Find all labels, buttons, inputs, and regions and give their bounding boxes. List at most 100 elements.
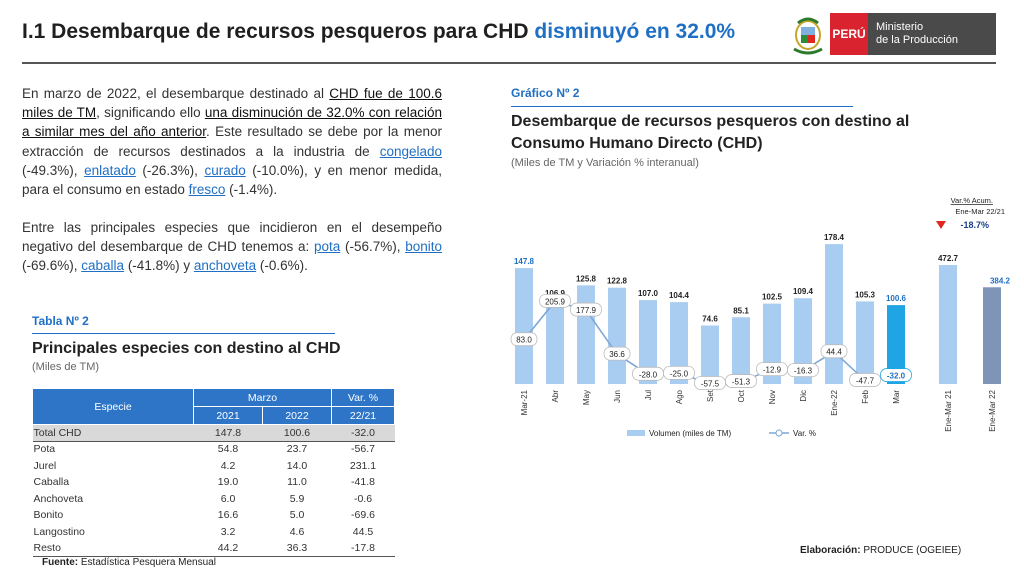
peru-label: PERÚ <box>830 13 868 55</box>
var-label: -25.0 <box>670 369 689 378</box>
cell-y2021: 44.2 <box>193 540 263 557</box>
table-title: Principales especies con destino al CHD <box>32 340 341 357</box>
cell-y2021: 4.2 <box>193 457 263 475</box>
p1-segment: . Este resultado se debe por la menor ex… <box>22 124 442 159</box>
bar-label: 105.3 <box>855 290 876 299</box>
col-header-var-period: 22/21 <box>331 406 395 425</box>
table-row: Caballa 19.0 11.0 -41.8 <box>32 474 395 491</box>
cell-especie: Anchoveta <box>32 490 194 508</box>
x-tick-label: Dic <box>799 390 808 402</box>
cell-var: 44.5 <box>331 523 395 541</box>
bar-label: 147.8 <box>514 257 535 266</box>
cell-y2021: 19.0 <box>193 474 263 491</box>
p1-segment: una disminución de 32.0% con relación a … <box>22 105 442 140</box>
table-row: Total CHD 147.8 100.6 -32.0 <box>32 424 395 442</box>
var-point <box>820 344 848 359</box>
title-divider <box>22 62 996 64</box>
var-label: -16.3 <box>794 367 813 376</box>
var-point <box>603 346 631 361</box>
cell-especie: Resto <box>32 540 194 557</box>
graph-subtitle: (Miles de TM y Variación % interanual) <box>511 157 699 169</box>
p1-segment: enlatado <box>84 162 136 178</box>
legend-line-label: Var. % <box>793 429 816 438</box>
graph-title-line1: Desembarque de recursos pesqueros con de… <box>511 113 910 130</box>
var-point <box>787 363 819 378</box>
p2-segment: (-0.6%). <box>256 258 308 274</box>
cell-especie: Langostino <box>32 523 194 541</box>
bar-Dic <box>794 298 812 384</box>
page-title-main: I.1 Desembarque de recursos pesqueros pa… <box>22 20 529 43</box>
cell-var: 231.1 <box>331 457 395 475</box>
cell-var: -56.7 <box>331 441 395 458</box>
x-tick-label: Jun <box>613 390 622 403</box>
acc-var-title: Var.% Acum. <box>951 196 993 205</box>
bar-label: 100.6 <box>886 294 907 303</box>
var-label: 177.9 <box>576 306 597 315</box>
cell-especie: Caballa <box>32 474 194 491</box>
var-point <box>880 368 912 382</box>
p1-segment: (-49.3%), <box>22 162 85 178</box>
cell-especie: Total CHD <box>32 424 194 442</box>
source-note: Fuente: Estadística Pesquera Mensual <box>42 557 216 568</box>
var-label: -57.5 <box>701 380 720 389</box>
legend-bar-label: Volumen (miles de TM) <box>649 429 731 438</box>
graph-title-line2: Consumo Humano Directo (CHD) <box>511 135 763 152</box>
source-text: Estadística Pesquera Mensual <box>80 557 216 568</box>
acc-bar-1 <box>983 287 1001 384</box>
p2-segment: (-69.6%), <box>22 258 82 274</box>
bar-label: 104.4 <box>669 291 690 300</box>
x-tick-label: Ene-22 <box>830 389 839 415</box>
x-tick-label: Oct <box>737 389 746 402</box>
x-tick-label: Set <box>706 389 715 402</box>
var-point <box>539 293 571 308</box>
x-tick-label: Mar <box>892 390 901 404</box>
var-point <box>570 302 602 317</box>
x-tick-label: Feb <box>861 389 870 403</box>
var-label: 83.0 <box>516 336 532 345</box>
ministry-line1: Ministerio <box>876 21 924 33</box>
cell-especie: Pota <box>32 441 194 458</box>
cell-y2021: 16.6 <box>193 507 263 524</box>
var-label: 44.4 <box>826 348 842 357</box>
elab-text: PRODUCE (OGEIEE) <box>863 545 962 556</box>
p2-segment: bonito <box>405 239 442 255</box>
cell-y2022: 11.0 <box>262 474 332 491</box>
table-subtitle: (Miles de TM) <box>32 361 100 373</box>
p1-segment: fresco <box>188 182 226 198</box>
ministry-label: Ministerio de la Producción <box>868 13 996 55</box>
x-tick-label: May <box>582 390 591 405</box>
p1-segment: (-1.4%). <box>225 182 278 198</box>
bar-label: 106.9 <box>545 289 566 298</box>
cell-y2021: 147.8 <box>193 424 263 442</box>
graph-title: Desembarque de recursos pesqueros con de… <box>511 111 931 155</box>
p2-segment: anchoveta <box>193 258 257 274</box>
ministry-line2: de la Producción <box>876 34 958 46</box>
acc-bar-label: 384.2 <box>990 276 1011 285</box>
acc-bar-0 <box>939 265 957 384</box>
table-label-rule <box>32 333 335 334</box>
table-row: Pota 54.8 23.7 -56.7 <box>32 441 395 458</box>
cell-y2022: 5.9 <box>262 490 332 508</box>
cell-var: -0.6 <box>331 490 395 508</box>
bar-Ago <box>670 302 688 384</box>
p2-segment: (-41.8%) y <box>124 258 194 274</box>
acc-var-period: Ene-Mar 22/21 <box>955 207 1005 216</box>
graph-label: Gráfico Nº 2 <box>511 86 580 100</box>
bar-Abr <box>546 300 564 384</box>
table-label: Tabla Nº 2 <box>32 314 89 328</box>
col-header-2021: 2021 <box>193 406 263 425</box>
cell-var: -41.8 <box>331 474 395 491</box>
cell-y2021: 3.2 <box>193 523 263 541</box>
p2-segment: caballa <box>81 258 125 274</box>
table-row: Bonito 16.6 5.0 -69.6 <box>32 507 395 524</box>
cell-y2022: 4.6 <box>262 523 332 541</box>
bar-label: 125.8 <box>576 274 597 283</box>
legend-bar-swatch <box>627 430 645 436</box>
p1-segment: , significando ello <box>96 105 205 121</box>
x-tick-label: Nov <box>768 390 777 404</box>
cell-y2021: 54.8 <box>193 441 263 458</box>
bar-label: 178.4 <box>824 233 845 242</box>
down-arrow-icon <box>936 221 946 229</box>
col-header-var: Var. % <box>331 388 395 407</box>
bar-label: 85.1 <box>733 306 749 315</box>
